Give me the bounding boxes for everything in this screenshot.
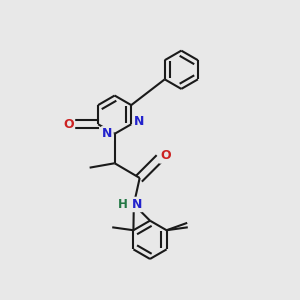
Text: H: H — [118, 198, 128, 211]
Text: N: N — [102, 127, 112, 140]
Text: N: N — [134, 115, 145, 128]
Text: N: N — [132, 198, 142, 211]
Text: O: O — [63, 118, 74, 131]
Text: O: O — [160, 149, 171, 162]
